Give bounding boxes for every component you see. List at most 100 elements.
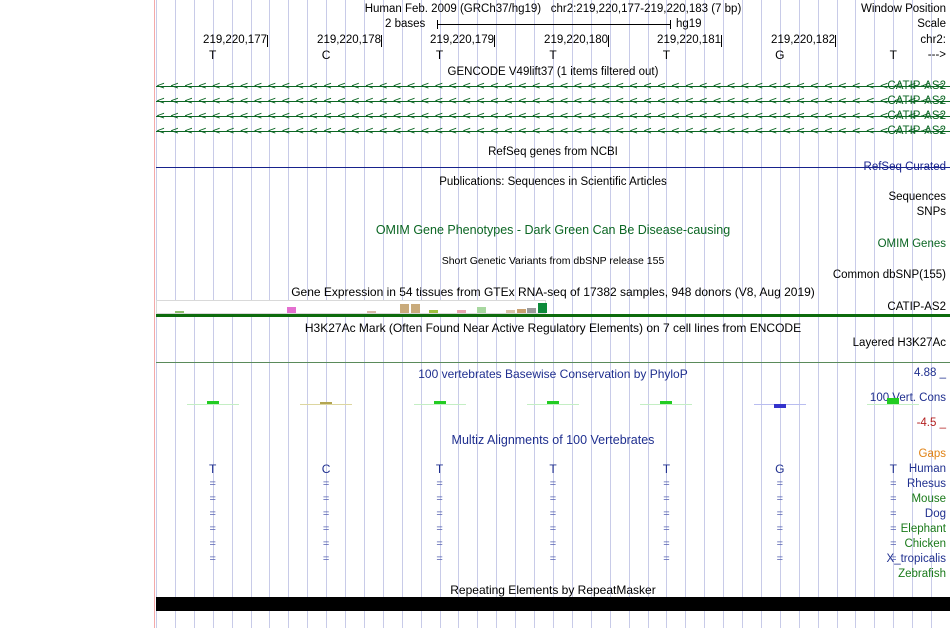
gencode-strand-arrows: < < < < < < < < < < < < < < < < < < < < … — [156, 95, 950, 106]
refseq-curated-row[interactable]: RefSeq Curated — [0, 160, 950, 175]
ruler-coordinate-label: 219,220,182 — [771, 34, 835, 46]
conservation-whisker — [640, 404, 693, 405]
multiz-species-row[interactable]: Chicken = = = = = = = — [0, 537, 950, 552]
ruler-coordinate-label: 219,220,178 — [317, 34, 381, 46]
ruler-row[interactable]: chr2: 219,220,177 219,220,178 219,220,179 2… — [0, 33, 950, 48]
repeatmasker-track-title: Repeating Elements by RepeatMasker — [450, 583, 656, 597]
gaps-row: Gaps — [0, 447, 950, 462]
multiz-species-label[interactable]: Rhesus — [907, 478, 946, 490]
window-position-label: Window Position — [860, 3, 946, 15]
multiz-species-row[interactable]: Elephant = = = = = = = — [0, 522, 950, 537]
multiz-align-mark: = — [322, 523, 330, 535]
ruler-tick — [381, 35, 382, 47]
multiz-species-row[interactable]: Rhesus = = = = = = = — [0, 477, 950, 492]
conservation-bar — [206, 401, 219, 404]
sequence-base: G — [775, 48, 785, 62]
layered-h3k27ac-row[interactable]: Layered H3K27Ac — [0, 336, 950, 351]
ruler-coordinate-label: 219,220,179 — [430, 34, 494, 46]
multiz-human-base: G — [775, 462, 785, 476]
multiz-align-mark: = — [322, 538, 330, 550]
conservation-bar — [887, 398, 900, 404]
multiz-align-mark: = — [663, 493, 670, 505]
multiz-species-label[interactable]: Chicken — [904, 538, 946, 550]
multiz-align-mark: = — [663, 508, 670, 520]
gtex-bar-chart[interactable] — [156, 300, 547, 314]
multiz-align-mark: = — [776, 523, 784, 535]
conservation-plot[interactable] — [156, 372, 950, 420]
gencode-transcript-line — [156, 131, 950, 132]
multiz-align-mark: = — [663, 523, 670, 535]
conservation-whisker — [300, 404, 353, 405]
multiz-species-row[interactable]: Human T C T T T G T — [0, 462, 950, 477]
gtex-tissue-bar — [287, 307, 296, 313]
multiz-align-mark: = — [549, 508, 557, 520]
multiz-align-mark: = — [436, 553, 443, 565]
gencode-transcript-row[interactable]: CATIP-AS2 < < < < < < < < < < < < < < < <… — [0, 124, 950, 139]
snps-row[interactable]: SNPs — [0, 205, 950, 220]
ruler-tick — [835, 35, 836, 47]
scale-row: Scale 2 bases hg19 — [0, 17, 950, 32]
dbsnp-title-row: Short Genetic Variants from dbSNP releas… — [0, 254, 950, 269]
common-dbsnp-label[interactable]: Common dbSNP(155) — [832, 269, 946, 281]
gaps-label: Gaps — [918, 448, 947, 460]
sequences-label[interactable]: Sequences — [888, 191, 946, 203]
multiz-align-mark: = — [776, 553, 784, 565]
strand-label: ---> — [927, 49, 946, 61]
repeatmasker-row[interactable]: RepeatMasker — [0, 597, 950, 613]
multiz-human-base: T — [435, 462, 444, 476]
gtex-baseline — [156, 314, 950, 317]
gencode-transcript-row[interactable]: CATIP-AS2 < < < < < < < < < < < < < < < <… — [0, 79, 950, 94]
multiz-species-row[interactable]: Dog = = = = = = = — [0, 507, 950, 522]
multiz-species-label[interactable]: Elephant — [900, 523, 946, 535]
conservation-whisker — [413, 404, 466, 405]
multiz-align-mark: = — [436, 478, 443, 490]
window-position-row: Window Position Human Feb. 2009 (GRCh37/… — [0, 2, 950, 17]
gencode-transcript-row[interactable]: CATIP-AS2 < < < < < < < < < < < < < < < <… — [0, 109, 950, 124]
multiz-species-label[interactable]: Dog — [924, 508, 946, 520]
gtex-bars — [157, 301, 547, 313]
multiz-align-mark: = — [890, 523, 897, 535]
multiz-align-mark: = — [890, 538, 897, 550]
gtex-data-row[interactable]: CATIP-AS2 — [0, 300, 950, 319]
multiz-species-label[interactable]: Human — [908, 463, 946, 475]
gencode-title: GENCODE V49lift37 (1 items filtered out) — [447, 66, 659, 78]
common-dbsnp-row[interactable]: Common dbSNP(155) — [0, 268, 950, 283]
multiz-species-row[interactable]: Zebrafish — [0, 567, 950, 582]
gtex-tissue-bar — [175, 311, 184, 313]
scale-bar — [437, 20, 671, 29]
multiz-human-base: C — [321, 462, 331, 476]
multiz-species-row[interactable]: Mouse = = = = = = = — [0, 492, 950, 507]
repeatmasker-block[interactable] — [156, 597, 950, 611]
multiz-align-mark: = — [890, 508, 897, 520]
scale-bases-text: 2 bases — [385, 18, 426, 30]
sequences-row[interactable]: Sequences — [0, 190, 950, 205]
omim-genes-label[interactable]: OMIM Genes — [877, 238, 946, 250]
multiz-align-mark: = — [436, 508, 443, 520]
gtex-tissue-bar — [429, 310, 438, 313]
layered-h3k27ac-label[interactable]: Layered H3K27Ac — [852, 337, 946, 349]
conservation-bar — [547, 401, 559, 404]
multiz-human-base: T — [889, 462, 897, 476]
omim-title-row: OMIM Gene Phenotypes - Dark Green Can Be… — [0, 223, 950, 238]
gtex-gene-label[interactable]: CATIP-AS2 — [887, 301, 946, 313]
multiz-species-row[interactable]: X_tropicalis = = = = = = = — [0, 552, 950, 567]
multiz-species-label[interactable]: Zebrafish — [898, 568, 946, 580]
multiz-align-mark: = — [436, 493, 443, 505]
snps-label[interactable]: SNPs — [916, 206, 946, 218]
gencode-transcript-row[interactable]: CATIP-AS2 < < < < < < < < < < < < < < < <… — [0, 94, 950, 109]
multiz-track-title: Multiz Alignments of 100 Vertebrates — [451, 433, 655, 447]
multiz-align-mark: = — [436, 538, 443, 550]
publications-title-row: Publications: Sequences in Scientific Ar… — [0, 175, 950, 190]
conservation-bar — [320, 402, 333, 404]
cons-min-row: -4.5 _ — [0, 416, 950, 431]
multiz-species-label[interactable]: X_tropicalis — [886, 553, 946, 565]
refseq-track-title: RefSeq genes from NCBI — [488, 146, 618, 158]
gtex-tissue-bar — [517, 309, 526, 313]
multiz-align-mark: = — [776, 493, 784, 505]
omim-genes-row[interactable]: OMIM Genes — [0, 237, 950, 252]
conservation-bar — [773, 404, 786, 408]
multiz-align-mark: = — [209, 538, 216, 550]
h3k27ac-baseline — [156, 362, 950, 363]
multiz-species-label[interactable]: Mouse — [911, 493, 946, 505]
